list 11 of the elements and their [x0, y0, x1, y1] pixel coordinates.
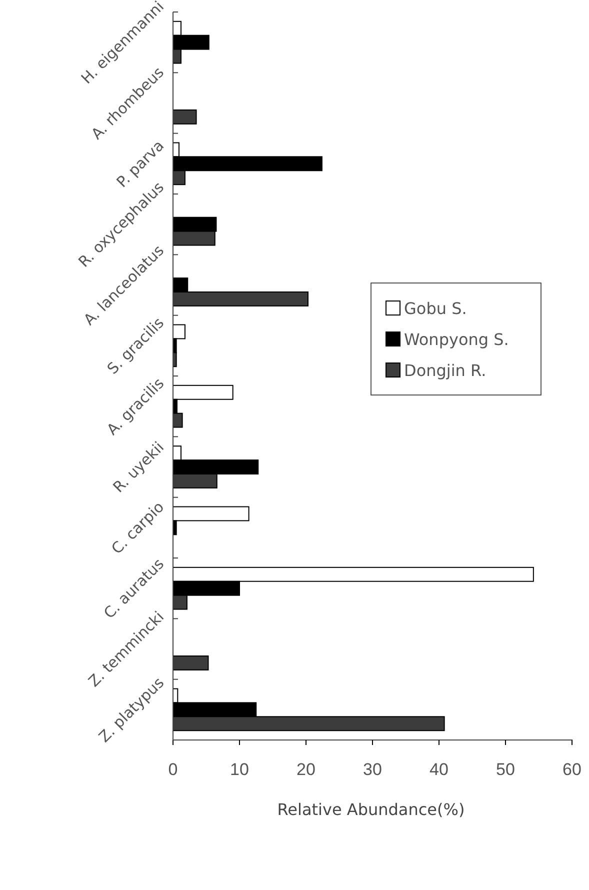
x-tick-label: 60 — [562, 760, 582, 780]
x-tick-label: 0 — [168, 760, 178, 780]
legend-label: Dongjin R. — [404, 361, 486, 380]
legend-label: Wonpyong S. — [404, 330, 509, 349]
legend-label: Gobu S. — [404, 299, 467, 318]
x-axis-title: Relative Abundance(%) — [277, 800, 465, 819]
x-tick-label: 20 — [296, 760, 316, 780]
x-tick-label: 50 — [496, 760, 515, 780]
x-tick-label: 30 — [363, 760, 382, 780]
x-tick-label: 10 — [230, 760, 249, 780]
x-tick-label: 40 — [430, 760, 448, 780]
